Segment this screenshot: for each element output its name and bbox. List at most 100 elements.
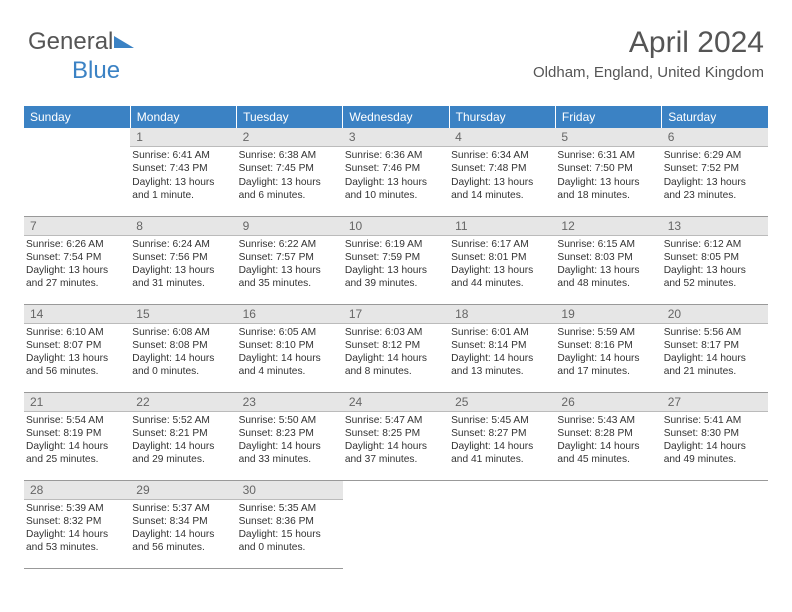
day-info-line: and 23 minutes. <box>664 189 766 202</box>
day-info: Sunrise: 5:56 AMSunset: 8:17 PMDaylight:… <box>662 326 768 379</box>
day-info: Sunrise: 5:41 AMSunset: 8:30 PMDaylight:… <box>662 414 768 467</box>
day-info-line: and 0 minutes. <box>132 365 234 378</box>
calendar-cell <box>24 128 130 216</box>
day-info-line: and 31 minutes. <box>132 277 234 290</box>
day-info-line: and 56 minutes. <box>132 541 234 554</box>
day-info-line: and 45 minutes. <box>557 453 659 466</box>
day-info-line: Sunrise: 6:22 AM <box>239 238 341 251</box>
calendar-cell: 26 Sunrise: 5:43 AMSunset: 8:28 PMDayligh… <box>555 392 661 480</box>
day-number: 7 <box>24 217 130 236</box>
weekday-header: Tuesday <box>237 106 343 128</box>
day-info-line: Daylight: 13 hours <box>132 264 234 277</box>
day-info-line: Sunrise: 5:47 AM <box>345 414 447 427</box>
day-info-line: Daylight: 14 hours <box>451 440 553 453</box>
day-info: Sunrise: 6:38 AMSunset: 7:45 PMDaylight:… <box>237 149 343 202</box>
calendar-cell: 8Sunrise: 6:24 AMSunset: 7:56 PMDaylight… <box>130 216 236 304</box>
calendar-cell <box>343 480 449 568</box>
day-number: 5 <box>555 128 661 147</box>
day-info-line: Sunset: 8:17 PM <box>664 339 766 352</box>
day-info-line: Sunrise: 6:36 AM <box>345 149 447 162</box>
day-info-line: Sunset: 8:23 PM <box>239 427 341 440</box>
calendar-cell: 21 Sunrise: 5:54 AMSunset: 8:19 PMDayligh… <box>24 392 130 480</box>
day-info-line: Daylight: 13 hours <box>26 352 128 365</box>
day-info-line: Sunrise: 5:54 AM <box>26 414 128 427</box>
day-info: Sunrise: 5:43 AMSunset: 8:28 PMDaylight:… <box>555 414 661 467</box>
day-info-line: Sunset: 7:52 PM <box>664 162 766 175</box>
day-info: Sunrise: 5:45 AMSunset: 8:27 PMDaylight:… <box>449 414 555 467</box>
day-info-line: Sunrise: 6:38 AM <box>239 149 341 162</box>
day-info-line: Sunrise: 6:26 AM <box>26 238 128 251</box>
day-number: 17 <box>343 305 449 324</box>
logo-triangle-icon <box>114 29 134 57</box>
day-info: Sunrise: 6:31 AMSunset: 7:50 PMDaylight:… <box>555 149 661 202</box>
day-info-line: Sunrise: 6:41 AM <box>132 149 234 162</box>
calendar-week-row: 1Sunrise: 6:41 AMSunset: 7:43 PMDaylight… <box>24 128 768 216</box>
day-number: 24 <box>343 393 449 412</box>
day-info-line: Sunset: 8:10 PM <box>239 339 341 352</box>
day-number: 4 <box>449 128 555 147</box>
day-info-line: Daylight: 14 hours <box>664 440 766 453</box>
day-info: Sunrise: 5:54 AMSunset: 8:19 PMDaylight:… <box>24 414 130 467</box>
day-number: 10 <box>343 217 449 236</box>
logo: General Blue <box>28 28 134 85</box>
calendar-cell: 10Sunrise: 6:19 AMSunset: 7:59 PMDayligh… <box>343 216 449 304</box>
calendar-cell: 7Sunrise: 6:26 AMSunset: 7:54 PMDaylight… <box>24 216 130 304</box>
day-info-line: Sunrise: 6:31 AM <box>557 149 659 162</box>
day-info: Sunrise: 6:36 AMSunset: 7:46 PMDaylight:… <box>343 149 449 202</box>
day-info-line: and 17 minutes. <box>557 365 659 378</box>
day-info-line: Sunrise: 6:24 AM <box>132 238 234 251</box>
day-info: Sunrise: 5:52 AMSunset: 8:21 PMDaylight:… <box>130 414 236 467</box>
calendar-cell: 5 Sunrise: 6:31 AMSunset: 7:50 PMDaylight… <box>555 128 661 216</box>
day-number: 26 <box>555 393 661 412</box>
day-number: 23 <box>237 393 343 412</box>
calendar-cell: 30Sunrise: 5:35 AMSunset: 8:36 PMDayligh… <box>237 480 343 568</box>
day-number: 22 <box>130 393 236 412</box>
day-info: Sunrise: 6:08 AMSunset: 8:08 PMDaylight:… <box>130 326 236 379</box>
calendar-cell <box>555 480 661 568</box>
day-info-line: Daylight: 13 hours <box>557 176 659 189</box>
day-number: 11 <box>449 217 555 236</box>
day-info-line: and 1 minute. <box>132 189 234 202</box>
weekday-header-row: SundayMondayTuesdayWednesdayThursdayFrid… <box>24 106 768 128</box>
day-info-line: and 18 minutes. <box>557 189 659 202</box>
weekday-header: Sunday <box>24 106 130 128</box>
day-info-line: and 10 minutes. <box>345 189 447 202</box>
day-info-line: Sunset: 7:45 PM <box>239 162 341 175</box>
location-text: Oldham, England, United Kingdom <box>533 64 764 81</box>
day-info-line: and 13 minutes. <box>451 365 553 378</box>
day-number: 1 <box>130 128 236 147</box>
day-info-line: and 49 minutes. <box>664 453 766 466</box>
day-info: Sunrise: 5:50 AMSunset: 8:23 PMDaylight:… <box>237 414 343 467</box>
day-info-line: Sunset: 8:14 PM <box>451 339 553 352</box>
day-info-line: Sunrise: 6:17 AM <box>451 238 553 251</box>
day-info-line: and 21 minutes. <box>664 365 766 378</box>
day-info-line: and 25 minutes. <box>26 453 128 466</box>
day-info: Sunrise: 6:34 AMSunset: 7:48 PMDaylight:… <box>449 149 555 202</box>
day-info-line: Sunrise: 6:05 AM <box>239 326 341 339</box>
day-info-line: Daylight: 13 hours <box>451 176 553 189</box>
day-number: 20 <box>662 305 768 324</box>
day-number: 12 <box>555 217 661 236</box>
calendar-week-row: 28Sunrise: 5:39 AMSunset: 8:32 PMDayligh… <box>24 480 768 568</box>
day-info-line: and 53 minutes. <box>26 541 128 554</box>
day-info-line: Sunrise: 6:15 AM <box>557 238 659 251</box>
calendar-cell <box>662 480 768 568</box>
day-info-line: and 6 minutes. <box>239 189 341 202</box>
day-number: 6 <box>662 128 768 147</box>
day-number: 21 <box>24 393 130 412</box>
day-info-line: Daylight: 14 hours <box>557 352 659 365</box>
day-info-line: Sunrise: 6:34 AM <box>451 149 553 162</box>
day-info-line: Sunset: 8:08 PM <box>132 339 234 352</box>
day-info: Sunrise: 6:12 AMSunset: 8:05 PMDaylight:… <box>662 238 768 291</box>
logo-text-blue: Blue <box>72 57 120 84</box>
calendar-cell: 11Sunrise: 6:17 AMSunset: 8:01 PMDayligh… <box>449 216 555 304</box>
day-info: Sunrise: 5:59 AMSunset: 8:16 PMDaylight:… <box>555 326 661 379</box>
day-info-line: Daylight: 14 hours <box>345 440 447 453</box>
day-info-line: Daylight: 13 hours <box>345 264 447 277</box>
day-info: Sunrise: 6:29 AMSunset: 7:52 PMDaylight:… <box>662 149 768 202</box>
day-info: Sunrise: 6:05 AMSunset: 8:10 PMDaylight:… <box>237 326 343 379</box>
day-info-line: Daylight: 13 hours <box>664 176 766 189</box>
day-info-line: and 4 minutes. <box>239 365 341 378</box>
day-number: 29 <box>130 481 236 500</box>
calendar-week-row: 7Sunrise: 6:26 AMSunset: 7:54 PMDaylight… <box>24 216 768 304</box>
